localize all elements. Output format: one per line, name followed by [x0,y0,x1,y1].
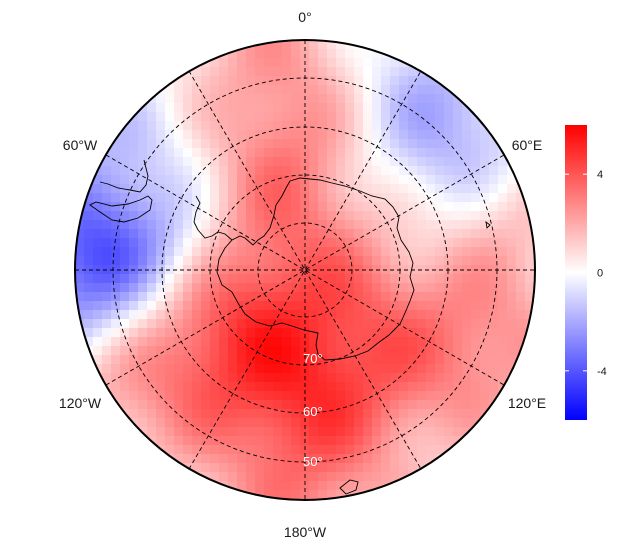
antarctica-coastline [216,177,415,361]
anomaly-field [75,40,535,500]
colorbar: 4 0 -4 [565,125,607,420]
lon-label-180: 180°W [284,524,327,540]
south-america-coastline [89,159,153,223]
island-coastline [485,220,491,229]
lon-label-0: 0° [298,9,311,25]
colorbar-tick-label: -4 [597,366,607,378]
lon-label-60w: 60°W [63,137,98,153]
colorbar-tick-label: 4 [597,169,603,181]
colorbar-tick-label: 0 [597,268,603,280]
lon-label-120e: 120°E [508,395,546,411]
lat-label-70: 70° [303,351,323,366]
lat-label-60: 60° [303,404,323,419]
lon-label-120w: 120°W [59,395,102,411]
colorbar-ticks: 4 0 -4 [565,169,607,378]
new-zealand-coastline [339,479,359,495]
lat-label-50: 50° [303,454,323,469]
antarctic-peninsula [193,195,233,241]
colorbar-gradient [565,125,587,420]
lon-label-60e: 60°E [512,137,543,153]
coastlines [89,159,491,495]
map-boundary [74,39,536,501]
graticule [75,40,535,500]
